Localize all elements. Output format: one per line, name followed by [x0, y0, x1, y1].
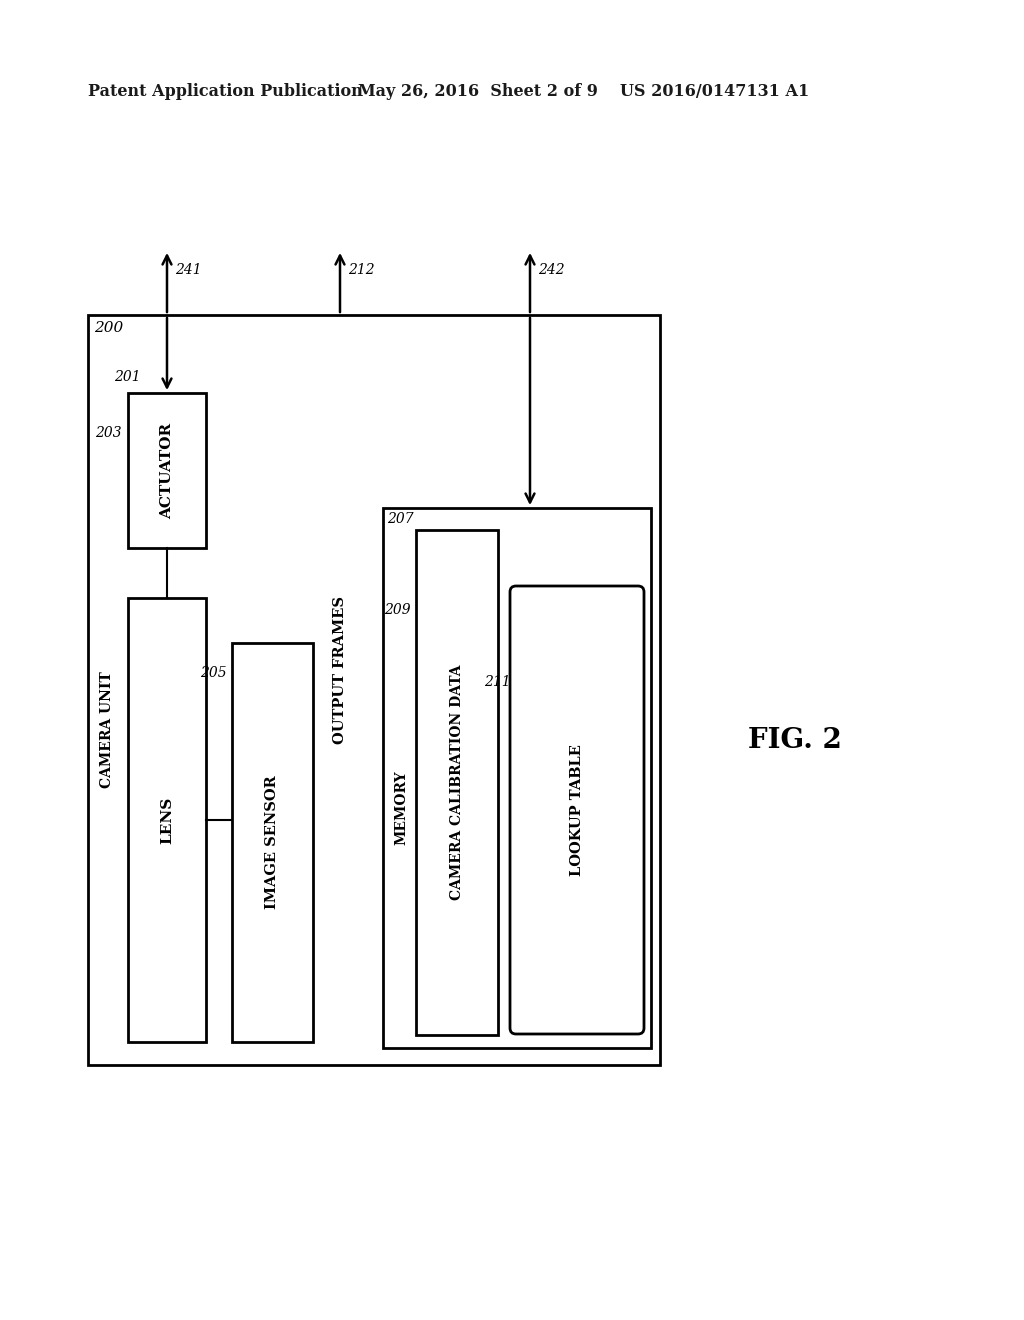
Text: OUTPUT FRAMES: OUTPUT FRAMES	[333, 597, 347, 744]
Text: LOOKUP TABLE: LOOKUP TABLE	[570, 744, 584, 876]
Text: US 2016/0147131 A1: US 2016/0147131 A1	[620, 83, 809, 100]
Text: 242: 242	[538, 263, 564, 277]
Text: 211: 211	[484, 675, 511, 689]
Text: LENS: LENS	[160, 796, 174, 843]
Bar	[383, 508, 651, 1048]
Text: May 26, 2016  Sheet 2 of 9: May 26, 2016 Sheet 2 of 9	[358, 83, 598, 100]
Text: 203: 203	[95, 426, 122, 440]
Text: 209: 209	[384, 603, 411, 616]
Text: 241: 241	[175, 263, 202, 277]
Text: CAMERA CALIBRATION DATA: CAMERA CALIBRATION DATA	[450, 665, 464, 900]
Text: 207: 207	[387, 512, 414, 525]
Text: Patent Application Publication: Patent Application Publication	[88, 83, 362, 100]
Text: 201: 201	[114, 370, 140, 384]
Text: 205: 205	[201, 667, 227, 680]
Text: 200: 200	[94, 321, 123, 335]
FancyBboxPatch shape	[510, 586, 644, 1034]
Bar	[128, 393, 206, 548]
Text: ACTUATOR: ACTUATOR	[160, 422, 174, 519]
Bar	[88, 315, 660, 1065]
Text: CAMERA UNIT: CAMERA UNIT	[100, 672, 114, 788]
Text: FIG. 2: FIG. 2	[748, 726, 842, 754]
Text: MEMORY: MEMORY	[394, 771, 408, 845]
Bar	[232, 643, 313, 1041]
Text: 212: 212	[348, 263, 375, 277]
Bar	[128, 598, 206, 1041]
Text: IMAGE SENSOR: IMAGE SENSOR	[265, 776, 280, 909]
Bar	[416, 531, 498, 1035]
